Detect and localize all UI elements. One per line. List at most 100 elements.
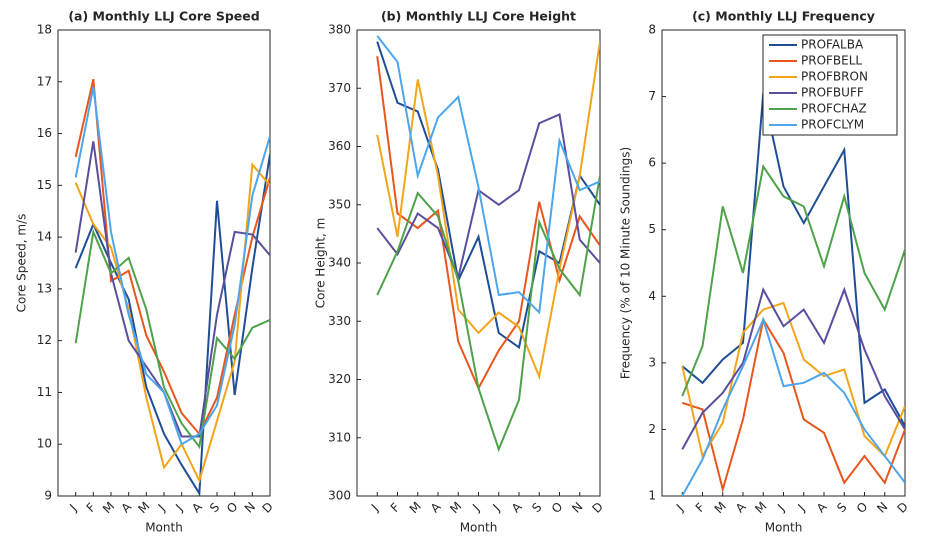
x-tick-label: S	[834, 500, 849, 515]
series-line	[74, 162, 270, 484]
y-tick-label: 11	[37, 385, 52, 399]
x-tick-label: O	[854, 499, 871, 516]
x-tick-label: J	[66, 501, 79, 514]
series-line	[681, 316, 905, 496]
x-tick-label: D	[259, 499, 275, 515]
series-line	[376, 113, 600, 281]
y-tick-label: 350	[328, 197, 351, 211]
x-tick-label: J	[489, 501, 502, 514]
panel: (c) Monthly LLJ Frequency Month Frequency …	[619, 9, 911, 535]
y-axis-label: Core Speed, m/s	[15, 214, 29, 313]
x-tick-label: J	[469, 501, 482, 514]
y-tick-label: 6	[648, 156, 656, 170]
y-tick-label: 300	[328, 489, 351, 503]
y-tick-label: 1	[648, 489, 656, 503]
series-line	[376, 41, 600, 381]
series-line	[376, 175, 600, 453]
y-tick-label: 380	[328, 23, 351, 37]
legend-box	[762, 34, 898, 136]
series-line	[376, 56, 600, 391]
legend: PROFALBA PROFBELL PROFBRON PROFBUFF PROFCHAZ…	[762, 34, 898, 136]
x-tick-label: M	[447, 499, 464, 516]
x-tick-label: N	[874, 500, 890, 516]
legend-label: PROFBELL	[801, 54, 862, 68]
series-line	[74, 141, 270, 438]
y-tick-label: 15	[37, 178, 52, 192]
y-tick-label: 5	[648, 222, 656, 236]
x-tick-label: A	[428, 499, 444, 515]
y-tick-label: 14	[37, 230, 52, 244]
legend-label: PROFBUFF	[801, 86, 864, 100]
y-axis-label: Frequency (% of 10 Minute Soundings)	[619, 147, 633, 379]
y-tick-label: 3	[648, 355, 656, 369]
x-tick-label: M	[100, 499, 117, 516]
x-tick-label: O	[224, 499, 241, 516]
chart-title: (c) Monthly LLJ Frequency	[692, 9, 875, 24]
x-tick-label: A	[733, 499, 749, 515]
legend-label: PROFALBA	[801, 38, 864, 52]
x-tick-label: M	[135, 499, 152, 516]
x-tick-label: J	[172, 501, 185, 514]
x-tick-label: J	[368, 501, 381, 514]
series-line	[376, 35, 600, 315]
y-tick-label: 12	[37, 333, 52, 347]
x-tick-label: F	[388, 500, 403, 515]
x-tick-label: S	[207, 500, 222, 515]
chart-title: (b) Monthly LLJ Core Height	[381, 9, 576, 24]
x-tick-label: F	[693, 500, 708, 515]
series-line	[74, 228, 270, 450]
y-tick-label: 8	[648, 23, 656, 37]
series-line	[681, 286, 905, 450]
y-tick-label: 330	[328, 314, 351, 328]
y-tick-label: 18	[37, 23, 52, 37]
series-line	[681, 316, 905, 494]
y-tick-label: 4	[648, 289, 656, 303]
x-tick-label: M	[752, 499, 769, 516]
y-tick-label: 320	[328, 372, 351, 386]
legend-label: PROFBRON	[801, 70, 868, 84]
x-tick-label: J	[673, 501, 686, 514]
x-tick-label: D	[589, 499, 605, 515]
legend-label: PROFCLYM	[801, 118, 864, 132]
y-tick-label: 370	[328, 81, 351, 95]
y-tick-label: 310	[328, 430, 351, 444]
legend-label: PROFCHAZ	[801, 102, 867, 116]
y-tick-label: 16	[37, 126, 52, 140]
x-tick-label: A	[118, 499, 134, 515]
series-line	[681, 93, 905, 427]
panel: (b) Monthly LLJ Core Height Month Core Hei…	[314, 9, 606, 535]
x-tick-label: A	[814, 499, 830, 515]
x-tick-label: J	[155, 501, 168, 514]
x-axis-label: Month	[145, 521, 183, 535]
series-line	[74, 86, 270, 446]
series-line	[681, 163, 905, 397]
y-tick-label: 7	[648, 89, 656, 103]
plot-area	[356, 29, 601, 497]
series-group	[681, 93, 905, 496]
x-axis-label: Month	[460, 521, 498, 535]
x-tick-label: N	[242, 500, 258, 516]
series-group	[74, 78, 270, 496]
x-tick-label: M	[712, 499, 729, 516]
y-tick-label: 360	[328, 139, 351, 153]
plot-area	[57, 29, 271, 497]
x-tick-label: D	[894, 499, 910, 515]
y-tick-label: 13	[37, 281, 52, 295]
y-tick-label: 2	[648, 422, 656, 436]
x-tick-label: N	[569, 500, 585, 516]
panel: (a) Monthly LLJ Core Speed Month Core Spee…	[15, 9, 276, 535]
y-axis-label: Core Height, m	[314, 218, 328, 309]
y-tick-label: 9	[44, 489, 52, 503]
x-tick-label: A	[189, 499, 205, 515]
x-tick-label: O	[549, 499, 566, 516]
x-tick-label: J	[774, 501, 787, 514]
chart-title: (a) Monthly LLJ Core Speed	[68, 9, 259, 24]
x-tick-label: F	[84, 500, 99, 515]
series-group	[376, 35, 600, 453]
x-tick-label: S	[529, 500, 544, 515]
y-tick-label: 17	[37, 74, 52, 88]
y-tick-label: 340	[328, 256, 351, 270]
y-tick-label: 10	[37, 437, 52, 451]
x-tick-label: M	[407, 499, 424, 516]
